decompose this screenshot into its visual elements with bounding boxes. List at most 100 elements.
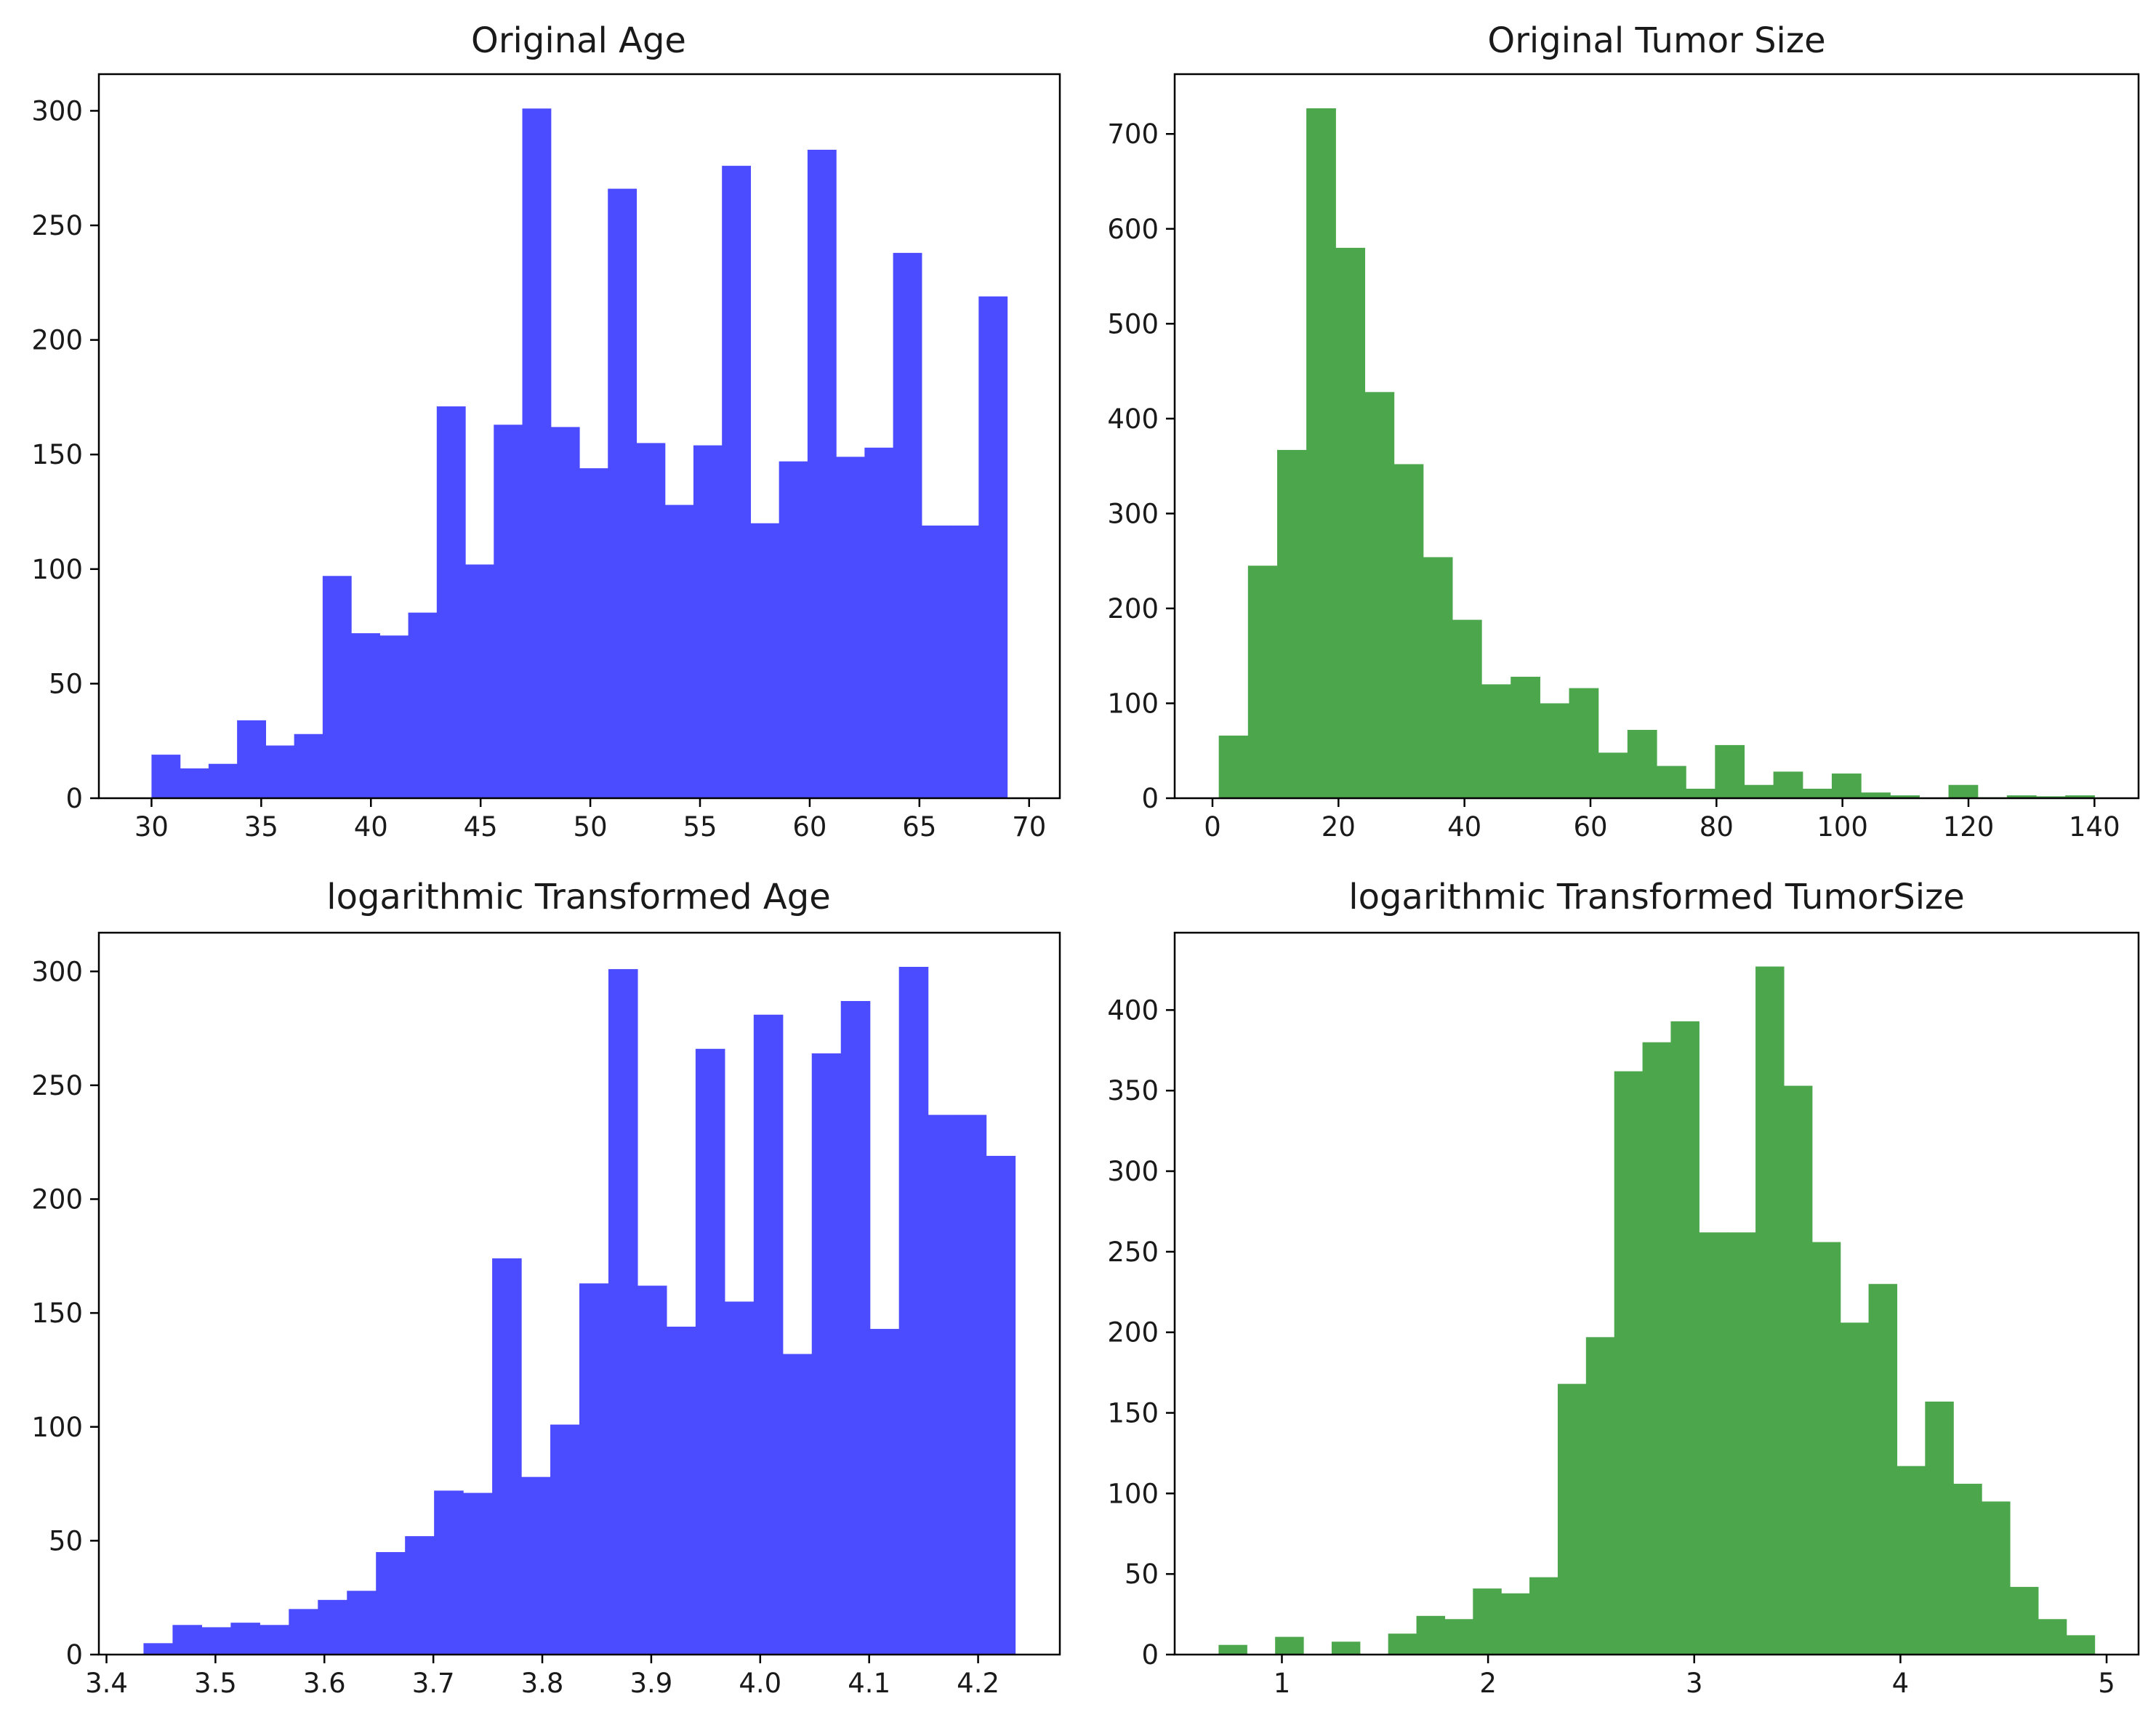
y-tick-label: 350 — [1107, 1075, 1159, 1106]
histogram-bar — [151, 755, 181, 798]
histogram-bar — [408, 612, 438, 798]
x-tick-label: 3.6 — [303, 1668, 346, 1699]
x-tick-label: 3.9 — [630, 1668, 673, 1699]
plot-frame — [97, 931, 1061, 1656]
plot-frame — [1173, 931, 2140, 1656]
y-tick-label: 150 — [31, 1298, 83, 1329]
histogram-bar — [436, 406, 466, 798]
x-tick-label: 20 — [1322, 811, 1356, 843]
x-axis-ticks: 3.4 3.5 3.6 3.7 3.8 3.9 4.0 4.1 4.2 — [85, 1655, 999, 1699]
histogram-bar — [986, 1155, 1016, 1655]
histogram-bar — [1627, 730, 1657, 798]
histogram-bar — [1715, 744, 1745, 798]
histogram-bar — [779, 461, 808, 798]
histogram-bar — [550, 427, 580, 798]
x-tick-label: 3.8 — [521, 1668, 564, 1699]
histogram-bar — [2009, 1586, 2039, 1655]
histogram-bar — [294, 734, 323, 798]
histogram-bar — [811, 1053, 842, 1655]
histogram-bar — [265, 745, 295, 798]
histogram-bar — [807, 150, 837, 798]
histogram-bar — [208, 763, 238, 798]
histogram-bar — [434, 1490, 464, 1655]
y-tick-label: 600 — [1107, 214, 1159, 245]
histogram-bar — [1276, 449, 1307, 798]
histogram-bar — [636, 443, 666, 798]
x-tick-label: 65 — [902, 811, 936, 843]
histogram-bar — [957, 1114, 987, 1655]
histogram-bar — [695, 1048, 725, 1655]
histogram-bar — [1699, 1232, 1728, 1655]
chart-title: logarithmic Transformed Age — [326, 877, 831, 917]
y-tick-label: 200 — [1107, 593, 1159, 624]
y-tick-label: 300 — [1107, 1156, 1159, 1187]
plot-frame — [97, 73, 1061, 800]
y-tick-label: 250 — [1107, 1237, 1159, 1268]
histogram-bar — [1364, 392, 1395, 798]
histogram-bar — [1444, 1619, 1473, 1655]
histogram-bar — [1953, 1484, 1982, 1655]
histogram-bar — [260, 1625, 289, 1655]
histogram-bar — [230, 1623, 260, 1655]
x-tick-label: 80 — [1700, 811, 1734, 843]
y-tick-label: 0 — [1141, 783, 1159, 814]
y-tick-label: 50 — [49, 668, 83, 699]
x-tick-label: 55 — [683, 811, 717, 843]
x-tick-label: 60 — [1573, 811, 1607, 843]
histogram-bar — [1306, 108, 1336, 798]
y-tick-label: 100 — [31, 1412, 83, 1443]
histogram-bar — [864, 447, 894, 798]
histogram-bar — [1416, 1615, 1446, 1655]
y-tick-label: 700 — [1107, 118, 1159, 150]
x-tick-label: 1 — [1274, 1668, 1291, 1699]
y-tick-label: 300 — [1107, 498, 1159, 529]
y-tick-label: 150 — [1107, 1398, 1159, 1429]
plot-frame — [1173, 73, 2140, 800]
histogram-bar — [1755, 966, 1785, 1655]
histogram-bar — [579, 468, 608, 798]
histogram-bar — [521, 1476, 551, 1655]
y-tick-label: 400 — [1107, 994, 1159, 1026]
x-axis-ticks: 30 35 40 45 50 55 60 65 70 — [134, 798, 1046, 843]
histogram-bar — [978, 296, 1008, 798]
histogram-bar — [1275, 1636, 1304, 1655]
histogram-bar — [693, 445, 723, 798]
x-tick-label: 0 — [1204, 811, 1221, 843]
histogram-bar — [1802, 788, 1833, 798]
histogram-bar — [1331, 1641, 1361, 1655]
histogram-bars — [143, 966, 1016, 1655]
x-tick-label: 100 — [1817, 811, 1868, 843]
x-tick-label: 140 — [2069, 811, 2120, 843]
y-tick-label: 0 — [65, 1639, 83, 1671]
histogram-bar — [722, 166, 752, 799]
histogram-bar — [1744, 784, 1774, 798]
histogram-bar — [898, 966, 929, 1655]
histogram-bar — [1557, 1383, 1587, 1655]
x-tick-label: 5 — [2098, 1668, 2115, 1699]
histogram-bar — [608, 969, 638, 1655]
histogram-bar — [289, 1609, 318, 1655]
histogram-bar — [950, 525, 979, 798]
histogram-bar — [1481, 684, 1511, 798]
x-tick-label: 40 — [354, 811, 388, 843]
x-axis-ticks: 0 20 40 60 80 100 120 140 — [1204, 798, 2120, 843]
y-tick-label: 300 — [31, 956, 83, 987]
histogram-bar — [1335, 247, 1366, 798]
histogram-bar — [666, 1326, 696, 1655]
histogram-bar — [637, 1285, 667, 1655]
histogram-bar — [347, 1591, 377, 1655]
histogram-bar — [1247, 566, 1278, 798]
histogram-bar — [1423, 557, 1453, 798]
panel-original-age: Original Age 30 35 40 45 50 55 60 65 70 0 50 100 15… — [31, 20, 1061, 843]
histogram-bar — [2038, 1619, 2067, 1655]
y-tick-label: 300 — [31, 95, 83, 126]
panel-original-tumor-size: Original Tumor Size 0 20 40 60 80 100 120 140 0… — [1107, 20, 2140, 843]
histogram-bar — [2006, 795, 2037, 798]
x-tick-label: 4 — [1892, 1668, 1910, 1699]
y-axis-ticks: 0 50 100 150 200 250 300 — [31, 956, 99, 1671]
histogram-bar — [836, 457, 865, 798]
x-tick-label: 30 — [134, 811, 169, 843]
histogram-bar — [143, 1643, 174, 1655]
y-tick-label: 50 — [49, 1525, 83, 1556]
